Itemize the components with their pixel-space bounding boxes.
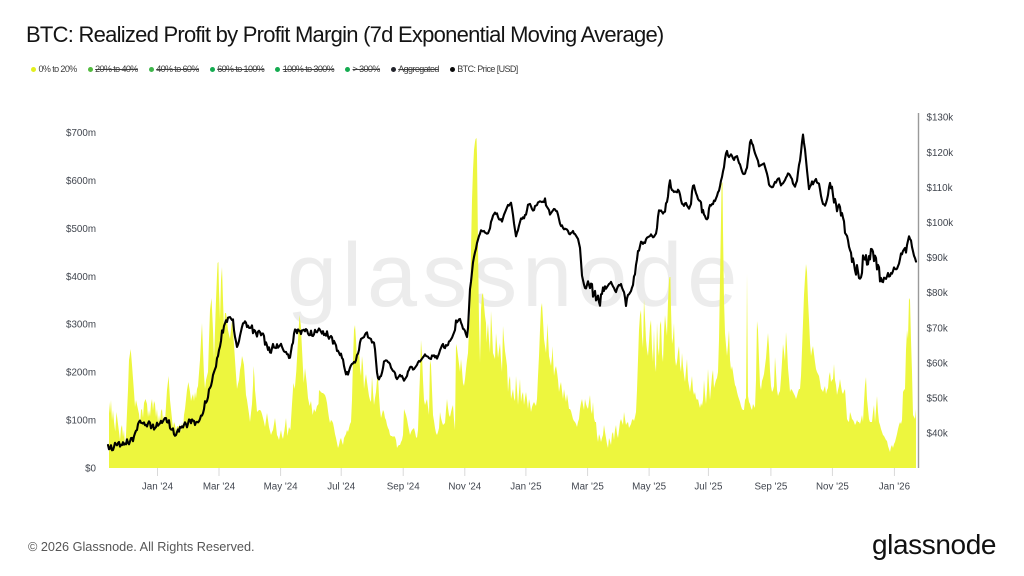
svg-text:$60k: $60k (927, 358, 948, 369)
svg-text:$70k: $70k (927, 323, 948, 334)
svg-text:$110k: $110k (927, 183, 953, 194)
svg-text:Mar '25: Mar '25 (571, 482, 604, 493)
svg-text:$80k: $80k (927, 288, 948, 299)
svg-text:$100m: $100m (66, 416, 96, 427)
svg-text:$0: $0 (85, 463, 96, 474)
svg-text:Jan '26: Jan '26 (879, 482, 911, 493)
svg-text:Mar '24: Mar '24 (203, 482, 236, 493)
svg-text:Sep '24: Sep '24 (387, 482, 420, 493)
svg-text:May '25: May '25 (632, 482, 667, 493)
svg-text:$90k: $90k (927, 253, 948, 264)
svg-text:Jan '25: Jan '25 (510, 482, 542, 493)
svg-text:$50k: $50k (927, 394, 948, 405)
svg-text:Jul '24: Jul '24 (327, 482, 356, 493)
svg-text:Nov '24: Nov '24 (448, 482, 481, 493)
svg-text:$40k: $40k (927, 429, 948, 440)
svg-text:$400m: $400m (66, 272, 96, 283)
svg-text:glassnode: glassnode (287, 226, 742, 326)
svg-text:$120k: $120k (927, 148, 954, 159)
svg-text:$500m: $500m (66, 224, 96, 235)
svg-text:Jan '24: Jan '24 (142, 482, 174, 493)
svg-text:$600m: $600m (66, 176, 96, 187)
svg-text:$300m: $300m (66, 320, 96, 331)
svg-text:Nov '25: Nov '25 (816, 482, 849, 493)
svg-text:$130k: $130k (927, 113, 954, 124)
svg-text:May '24: May '24 (264, 482, 299, 493)
svg-text:Sep '25: Sep '25 (754, 482, 787, 493)
svg-text:Jul '25: Jul '25 (694, 482, 723, 493)
svg-text:$700m: $700m (66, 128, 96, 139)
svg-text:$200m: $200m (66, 368, 96, 379)
svg-text:$100k: $100k (927, 218, 954, 229)
